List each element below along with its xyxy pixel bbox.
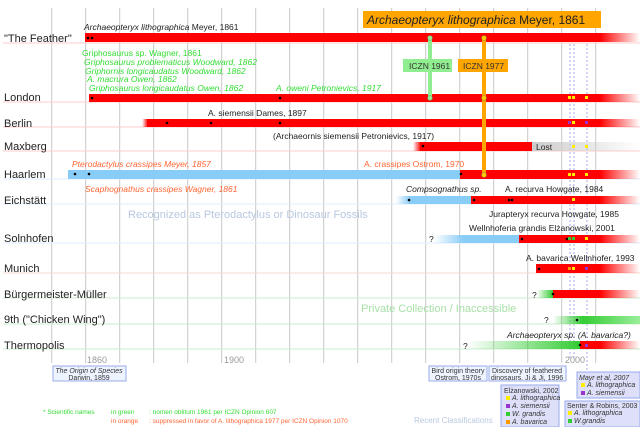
header-title: Archaeopteryx lithographica Meyer, 1861 bbox=[366, 13, 585, 27]
bar-haarlem-blue bbox=[68, 170, 460, 179]
bar-thermopolis bbox=[580, 341, 600, 349]
svg-text:?: ? bbox=[532, 290, 537, 300]
row-label-haarlem: Haarlem bbox=[4, 169, 46, 181]
name-g-longicaudatus: Griphosaurus longicaudatus Owen, 1862 bbox=[89, 83, 243, 93]
svg-text:Darwin, 1859: Darwin, 1859 bbox=[68, 375, 109, 382]
svg-text:W.grandis: W.grandis bbox=[574, 418, 606, 425]
classification-elzanowski: Elżanowski, 2002 A. lithographica A. sie… bbox=[500, 384, 560, 427]
bars bbox=[68, 33, 640, 349]
row-label-ninth: 9th ("Chicken Wing") bbox=[4, 314, 105, 326]
bar-london bbox=[89, 94, 600, 102]
name-g-problematicus: Griphosaurus problematicus Woodward, 186… bbox=[84, 57, 257, 67]
feather-name: Archaeopteryx lithographica Meyer, 1861 bbox=[83, 22, 239, 32]
row-labels: "The Feather" London Berlin Maxberg Haar… bbox=[4, 33, 107, 352]
svg-text:?: ? bbox=[544, 315, 549, 325]
iczn-1977-badge bbox=[458, 59, 508, 72]
header-box bbox=[363, 11, 601, 28]
private-region-label: Private Collection / Inaccessible bbox=[361, 303, 516, 315]
name-macrura: A. macrura Owen, 1862 bbox=[86, 74, 177, 84]
bar-berlin bbox=[147, 119, 600, 127]
tick-2000: 2000 bbox=[565, 355, 585, 365]
row-label-burgermeister: Bürgermeister-Müller bbox=[4, 289, 107, 301]
classification-mayr: Mayr et al, 2007 A. lithographica A. sie… bbox=[576, 371, 640, 399]
recognized-region-label: Recognized as Pterodactylus or Dinosaur … bbox=[128, 209, 368, 221]
name-oweni: A. oweni Petronievics, 1917 bbox=[275, 83, 381, 93]
tick-1900: 1900 bbox=[224, 355, 244, 365]
bar-eichstatt bbox=[471, 196, 600, 204]
svg-text:* Scientific names: * Scientific names bbox=[43, 409, 95, 416]
svg-text:in green: in green bbox=[111, 409, 135, 416]
name-siemensii: A. siemensii Dames, 1897 bbox=[208, 108, 307, 118]
svg-text:A. lithographica: A. lithographica bbox=[573, 410, 622, 417]
bar-burgermeister bbox=[553, 290, 600, 298]
svg-text:dinosaurs. Ji & Ji, 1996: dinosaurs. Ji & Ji, 1996 bbox=[491, 375, 563, 382]
iczn-1961-badge bbox=[403, 59, 452, 72]
scientific-names: Archaeopteryx lithographica Meyer, 1861 … bbox=[72, 22, 635, 351]
row-label-berlin: Berlin bbox=[4, 118, 32, 130]
svg-text:?: ? bbox=[429, 234, 434, 244]
row-label-eichstatt: Eichstätt bbox=[4, 195, 46, 207]
svg-text:?: ? bbox=[463, 341, 468, 351]
svg-text:A. lithographica: A. lithographica bbox=[586, 382, 635, 389]
svg-text:The Origin of Species: The Origin of Species bbox=[55, 368, 123, 375]
recent-classifications-label: Recent Classifications bbox=[414, 416, 493, 425]
name-bavarica: A. bavarica Wellnhofer, 1993 bbox=[526, 253, 635, 263]
iczn-1961-label: ICZN 1961 bbox=[409, 61, 450, 71]
name-compsognathus: Compsognathus sp. bbox=[406, 184, 482, 194]
svg-text:: nomen oblitum 1961 per ICZN: : nomen oblitum 1961 per ICZN Opinion 60… bbox=[149, 409, 277, 416]
svg-text:Senter & Robins, 2003: Senter & Robins, 2003 bbox=[567, 403, 638, 410]
iczn-1977-line bbox=[482, 38, 486, 174]
event-ji: Discovery of feathered dinosaurs. Ji & J… bbox=[488, 365, 567, 382]
name-a-crassipes: A. crassipes Ostrom, 1970 bbox=[364, 159, 464, 169]
bar-haarlem bbox=[460, 170, 600, 179]
event-darwin: The Origin of Species Darwin, 1859 bbox=[52, 365, 127, 382]
svg-text:Elżanowski, 2002: Elżanowski, 2002 bbox=[504, 388, 559, 395]
svg-text:W. grandis: W. grandis bbox=[512, 411, 546, 418]
name-griphosaurus: Griphosaurus sp. Wagner, 1861 bbox=[82, 48, 202, 58]
iczn-1977-label: ICZN 1977 bbox=[463, 61, 504, 71]
classification-senter: Senter & Robins, 2003 A. lithographica W… bbox=[564, 400, 640, 427]
classification-markers bbox=[568, 96, 588, 347]
name-pterodactylus: Pterodactylus crassipes Meyer, 1857 bbox=[72, 159, 211, 169]
name-recurva: A. recurva Howgate, 1984 bbox=[505, 184, 604, 194]
svg-text:Discovery of feathered: Discovery of feathered bbox=[492, 368, 562, 375]
event-ostrom: Bird origin theory Ostrom, 1970s bbox=[428, 365, 488, 382]
row-label-solnhofen: Solnhofen bbox=[4, 233, 54, 245]
row-label-thermopolis: Thermopolis bbox=[4, 340, 65, 352]
row-label-maxberg: Maxberg bbox=[4, 141, 47, 153]
bar-ninth bbox=[582, 316, 640, 324]
bar-maxberg bbox=[420, 142, 532, 151]
svg-text:A. lithographica: A. lithographica bbox=[511, 395, 560, 402]
svg-text:Bird origin theory: Bird origin theory bbox=[432, 368, 485, 375]
svg-text:: suppressed in favor of A. li: : suppressed in favor of A. lithographic… bbox=[149, 418, 348, 425]
specimen-markers bbox=[73, 36, 582, 347]
svg-text:Ostrom, 1970s: Ostrom, 1970s bbox=[435, 375, 481, 382]
name-griphornis: Griphornis longicaudatus Woodward, 1862 bbox=[85, 66, 246, 76]
name-wellnhoferia: Wellnhoferia grandis Elżanowski, 2001 bbox=[469, 223, 615, 233]
row-label-london: London bbox=[4, 92, 41, 104]
tick-1860: 1860 bbox=[87, 355, 107, 365]
lost-label: Lost bbox=[536, 142, 553, 152]
svg-text:A. siemensii: A. siemensii bbox=[586, 390, 625, 397]
svg-text:Mayr et al, 2007: Mayr et al, 2007 bbox=[579, 375, 630, 382]
row-label-munich: Munich bbox=[4, 263, 39, 275]
name-scaphognathus: Scaphognathus crassipes Wagner, 1861 bbox=[85, 184, 238, 194]
name-thermopolis: Archaeopteryx sp. (A. bavarica?) bbox=[506, 330, 631, 340]
legend: * Scientific names in green : nomen obli… bbox=[43, 409, 348, 425]
name-jurapteryx: Jurapteryx recurva Howgate, 1985 bbox=[489, 209, 619, 219]
name-archaeornis: (Archaeornis siemensii Petronievics, 191… bbox=[273, 131, 434, 141]
svg-text:in orange: in orange bbox=[111, 418, 138, 425]
bar-feather bbox=[85, 33, 600, 42]
bar-solnhofen bbox=[519, 235, 600, 243]
svg-text:A. siemensii: A. siemensii bbox=[511, 403, 550, 410]
row-label-feather: "The Feather" bbox=[4, 33, 72, 45]
svg-text:A. bavarica: A. bavarica bbox=[511, 419, 547, 426]
